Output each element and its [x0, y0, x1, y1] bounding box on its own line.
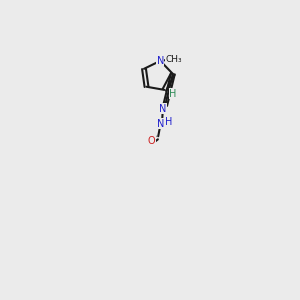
- Text: N: N: [159, 103, 167, 113]
- Text: H: H: [169, 89, 176, 99]
- Text: CH₃: CH₃: [166, 55, 182, 64]
- Text: N: N: [157, 56, 164, 66]
- Text: H: H: [164, 117, 172, 128]
- Text: O: O: [148, 136, 155, 146]
- Text: N: N: [157, 119, 164, 129]
